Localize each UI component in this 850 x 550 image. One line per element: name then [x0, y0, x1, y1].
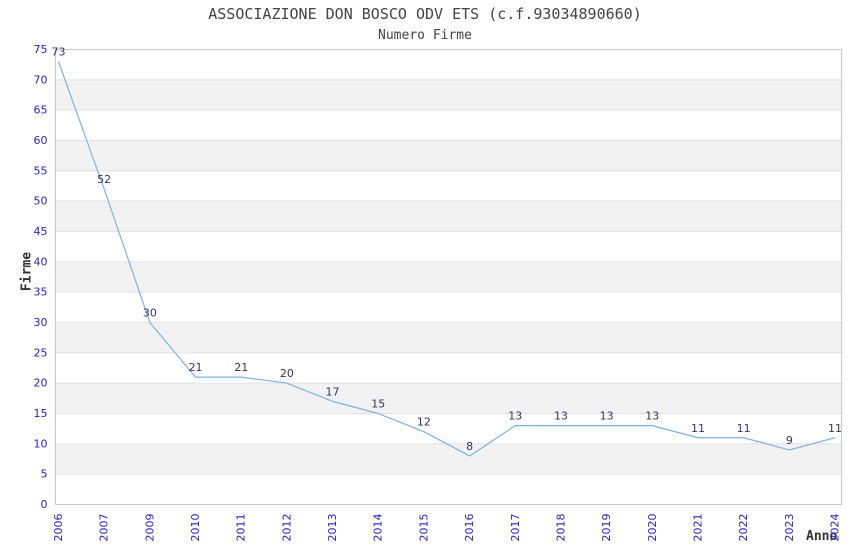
x-tick-label: 2018: [554, 514, 567, 542]
data-label: 73: [52, 46, 66, 59]
x-tick-label: 2014: [372, 514, 385, 542]
x-tick-label: 2024: [829, 514, 842, 542]
chart-subtitle: Numero Firme: [378, 28, 472, 43]
plot-band: [55, 383, 842, 414]
x-tick-label: 2009: [143, 514, 156, 542]
data-label: 30: [143, 307, 157, 320]
y-tick-label: 0: [41, 498, 48, 511]
y-tick-label: 65: [34, 104, 48, 117]
y-tick-label: 25: [34, 346, 48, 359]
x-tick-label: 2006: [52, 514, 65, 542]
data-label: 13: [645, 410, 659, 423]
y-tick-label: 55: [34, 164, 48, 177]
data-label: 11: [828, 422, 842, 435]
x-tick-label: 2012: [280, 514, 293, 542]
y-tick-label: 75: [34, 43, 48, 56]
y-tick-label: 70: [34, 73, 48, 86]
data-label: 13: [508, 410, 522, 423]
x-tick-label: 2015: [417, 514, 430, 542]
data-label: 21: [234, 361, 248, 374]
data-label: 52: [97, 173, 111, 186]
y-tick-label: 50: [34, 195, 48, 208]
x-tick-label: 2023: [783, 514, 796, 542]
plot-band: [55, 140, 842, 171]
x-axis-label: Anno: [806, 529, 838, 544]
x-tick-label: 2007: [98, 514, 111, 542]
y-tick-label: 10: [34, 437, 48, 450]
x-tick-label: 2011: [235, 514, 248, 542]
chart-title: ASSOCIAZIONE DON BOSCO ODV ETS (c.f.9303…: [208, 5, 642, 23]
x-tick-label: 2019: [600, 514, 613, 542]
data-label: 20: [280, 367, 294, 380]
x-tick-label: 2016: [463, 514, 476, 542]
plot-band: [55, 261, 842, 293]
data-label: 15: [371, 398, 385, 411]
y-tick-label: 35: [34, 286, 48, 299]
plot-band: [55, 443, 842, 475]
data-label: 21: [189, 361, 203, 374]
plot-band: [55, 79, 842, 111]
plot-band: [55, 322, 842, 353]
y-tick-label: 60: [34, 134, 48, 147]
data-label: 13: [554, 410, 568, 423]
data-label: 13: [600, 410, 614, 423]
y-tick-label: 40: [34, 255, 48, 268]
x-tick-label: 2022: [737, 514, 750, 542]
x-tick-label: 2010: [189, 514, 202, 542]
y-tick-label: 20: [34, 377, 48, 390]
y-tick-label: 5: [41, 468, 48, 481]
data-label: 12: [417, 416, 431, 429]
x-tick-label: 2020: [646, 514, 659, 542]
data-label: 9: [786, 434, 793, 447]
data-label: 11: [691, 422, 705, 435]
plot-frame: [55, 49, 842, 505]
x-tick-label: 2021: [691, 514, 704, 542]
y-tick-label: 30: [34, 316, 48, 329]
data-line: [57, 61, 836, 457]
data-label: 17: [326, 385, 340, 398]
y-tick-label: 15: [34, 407, 48, 420]
data-label: 11: [737, 422, 751, 435]
data-label: 8: [466, 440, 473, 453]
plot-band: [55, 201, 842, 232]
x-tick-label: 2017: [509, 514, 522, 542]
x-tick-label: 2013: [326, 514, 339, 542]
y-tick-label: 45: [34, 225, 48, 238]
